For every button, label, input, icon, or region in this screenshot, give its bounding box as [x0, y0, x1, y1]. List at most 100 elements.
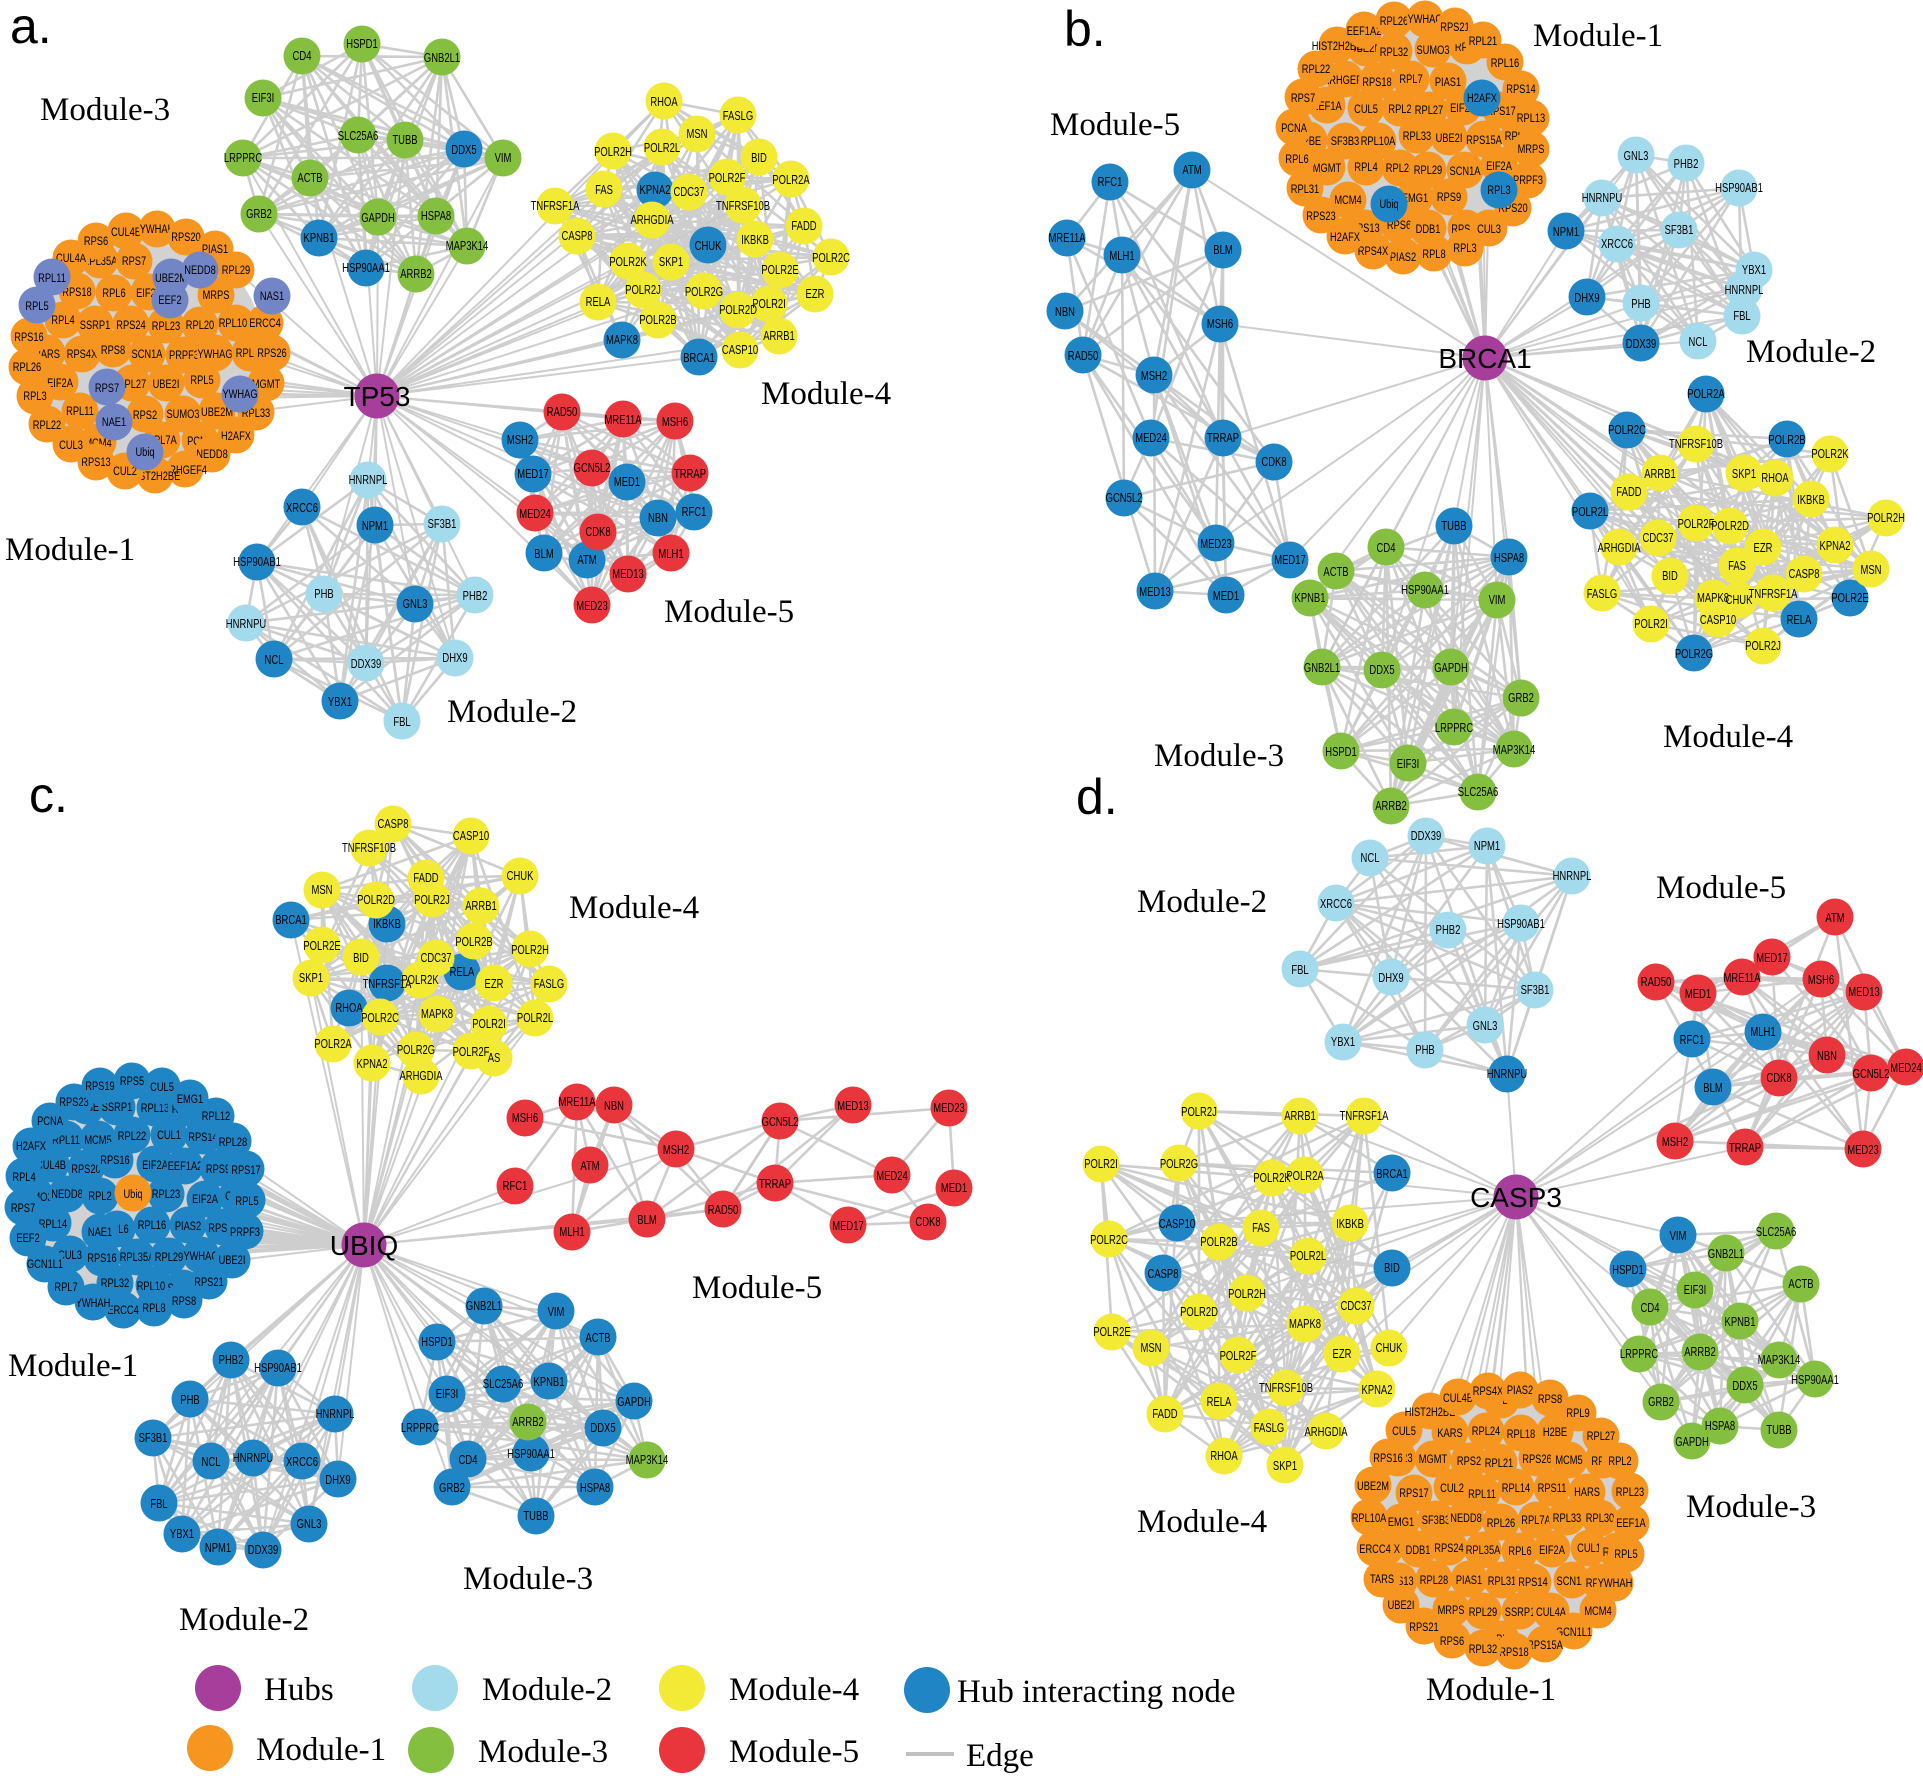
svg-text:RPS4X: RPS4X	[67, 348, 98, 362]
svg-text:RPL11: RPL11	[38, 272, 66, 286]
svg-text:CUL5: CUL5	[150, 1081, 174, 1095]
svg-text:HSP90AB1: HSP90AB1	[1715, 182, 1763, 196]
svg-text:ARRB1: ARRB1	[763, 330, 794, 344]
svg-text:MAP3K14: MAP3K14	[1493, 744, 1536, 758]
svg-text:HSPD1: HSPD1	[346, 38, 377, 52]
svg-text:RHOA: RHOA	[650, 96, 678, 110]
svg-text:NCL: NCL	[202, 1456, 221, 1470]
svg-text:DDX5: DDX5	[590, 1422, 615, 1436]
svg-text:POLR2F: POLR2F	[1220, 1350, 1257, 1364]
svg-text:GNB2L1: GNB2L1	[466, 1300, 502, 1314]
svg-text:TUBB: TUBB	[392, 134, 417, 148]
svg-text:PIAS1: PIAS1	[1456, 1574, 1482, 1588]
svg-text:RPL35A: RPL35A	[120, 1251, 155, 1265]
svg-text:RPL35A: RPL35A	[1466, 1544, 1501, 1558]
svg-text:GAPDH: GAPDH	[617, 1396, 651, 1410]
svg-text:LRPPRC: LRPPRC	[401, 1422, 439, 1436]
svg-text:TRRAP: TRRAP	[1207, 432, 1239, 446]
svg-text:TNFRSF10B: TNFRSF10B	[1259, 1382, 1313, 1396]
svg-text:Module-3: Module-3	[1686, 1489, 1816, 1525]
svg-text:POLR2C: POLR2C	[361, 1012, 399, 1026]
svg-text:RAD50: RAD50	[1068, 350, 1098, 364]
svg-text:RPS7: RPS7	[1291, 92, 1315, 106]
svg-text:RPL2: RPL2	[1608, 1455, 1631, 1469]
svg-text:RPS16: RPS16	[14, 331, 43, 345]
svg-text:MED24: MED24	[1135, 432, 1166, 446]
svg-text:BID: BID	[1384, 1262, 1400, 1276]
svg-text:MSH2: MSH2	[1662, 1136, 1688, 1150]
svg-text:RAD50: RAD50	[547, 406, 577, 420]
svg-text:EIF3I: EIF3I	[436, 1388, 459, 1402]
svg-text:ARHGDIA: ARHGDIA	[1597, 542, 1641, 556]
svg-text:EZR: EZR	[1333, 1348, 1352, 1362]
svg-text:POLR2L: POLR2L	[517, 1012, 553, 1026]
svg-text:HSPA8: HSPA8	[1705, 1420, 1735, 1434]
svg-text:POLR2L: POLR2L	[1290, 1250, 1326, 1264]
svg-text:EIF2A: EIF2A	[192, 1193, 218, 1207]
svg-text:RPS15A: RPS15A	[1527, 1639, 1563, 1653]
svg-text:NPM1: NPM1	[205, 1542, 231, 1556]
svg-text:LRPPRC: LRPPRC	[224, 152, 262, 166]
svg-text:RPL23: RPL23	[152, 320, 180, 334]
svg-text:BRCA1: BRCA1	[275, 914, 306, 928]
svg-text:EEF1A2: EEF1A2	[168, 1160, 203, 1174]
svg-text:RPS7: RPS7	[122, 255, 146, 269]
svg-text:POLR2K: POLR2K	[609, 256, 647, 270]
svg-text:RPL6: RPL6	[102, 287, 125, 301]
svg-text:RPL8: RPL8	[142, 1302, 165, 1316]
svg-text:MED13: MED13	[1848, 986, 1879, 1000]
svg-text:CUL1: CUL1	[1577, 1542, 1601, 1556]
svg-text:EMG1: EMG1	[177, 1093, 203, 1107]
svg-text:MED17: MED17	[1756, 952, 1787, 966]
svg-text:POLR2K: POLR2K	[401, 974, 439, 988]
svg-text:RHOA: RHOA	[1210, 1450, 1238, 1464]
svg-text:GRB2: GRB2	[439, 1482, 465, 1496]
svg-text:POLR2H: POLR2H	[594, 146, 632, 160]
svg-text:MED23: MED23	[1847, 1144, 1878, 1158]
svg-text:MED1: MED1	[941, 1182, 967, 1196]
svg-text:PIAS1: PIAS1	[1435, 76, 1461, 90]
svg-text:Module-5: Module-5	[664, 594, 794, 630]
svg-text:PHB: PHB	[1415, 1044, 1434, 1058]
svg-text:KPNB1: KPNB1	[304, 232, 335, 246]
svg-text:RPS2: RPS2	[1457, 1455, 1481, 1469]
svg-text:RPL7: RPL7	[54, 1281, 77, 1295]
svg-text:CD4: CD4	[1641, 1302, 1660, 1316]
svg-text:CASP8: CASP8	[1789, 568, 1820, 582]
svg-text:RPS8: RPS8	[1538, 1393, 1562, 1407]
svg-text:ATM: ATM	[1825, 912, 1844, 926]
svg-text:TNFRSF10B: TNFRSF10B	[1669, 438, 1723, 452]
svg-text:NCL: NCL	[1689, 336, 1708, 350]
svg-text:MSH2: MSH2	[663, 1144, 689, 1158]
svg-text:DHX9: DHX9	[442, 652, 467, 666]
svg-text:RPL2: RPL2	[88, 1190, 111, 1204]
svg-text:ACTB: ACTB	[1323, 566, 1348, 580]
svg-text:EIF3I: EIF3I	[252, 92, 275, 106]
svg-text:NEDD8: NEDD8	[1450, 1512, 1482, 1526]
svg-text:CUL3: CUL3	[1477, 223, 1501, 237]
svg-text:POLR2G: POLR2G	[1160, 1158, 1198, 1172]
svg-text:RPL14: RPL14	[1502, 1482, 1530, 1496]
svg-text:SF3B1: SF3B1	[1521, 984, 1550, 998]
svg-text:Module-3: Module-3	[40, 92, 170, 128]
svg-text:POLR2D: POLR2D	[719, 304, 757, 318]
svg-text:SKP1: SKP1	[659, 256, 683, 270]
svg-text:MED17: MED17	[1274, 554, 1305, 568]
svg-text:RPS8: RPS8	[172, 1295, 196, 1309]
svg-text:ATM: ATM	[580, 1160, 599, 1174]
svg-text:RELA: RELA	[450, 966, 475, 980]
svg-text:YWHAH: YWHAH	[76, 1297, 111, 1311]
svg-text:RAD50: RAD50	[708, 1204, 738, 1218]
svg-text:EIF2A: EIF2A	[1539, 1544, 1565, 1558]
svg-text:GCN5L2: GCN5L2	[762, 1116, 799, 1130]
svg-text:POLR2B: POLR2B	[455, 936, 492, 950]
svg-text:MCM4: MCM4	[1334, 194, 1361, 208]
svg-text:YWHAG: YWHAG	[183, 1250, 218, 1264]
svg-text:EIF3I: EIF3I	[1684, 1284, 1707, 1298]
svg-text:POLR2D: POLR2D	[1180, 1306, 1218, 1320]
svg-text:GNL3: GNL3	[297, 1518, 322, 1532]
svg-text:CD4: CD4	[459, 1454, 478, 1468]
svg-text:GNL3: GNL3	[1624, 150, 1649, 164]
svg-text:RPS8: RPS8	[101, 344, 125, 358]
svg-text:ARRB2: ARRB2	[512, 1416, 543, 1430]
